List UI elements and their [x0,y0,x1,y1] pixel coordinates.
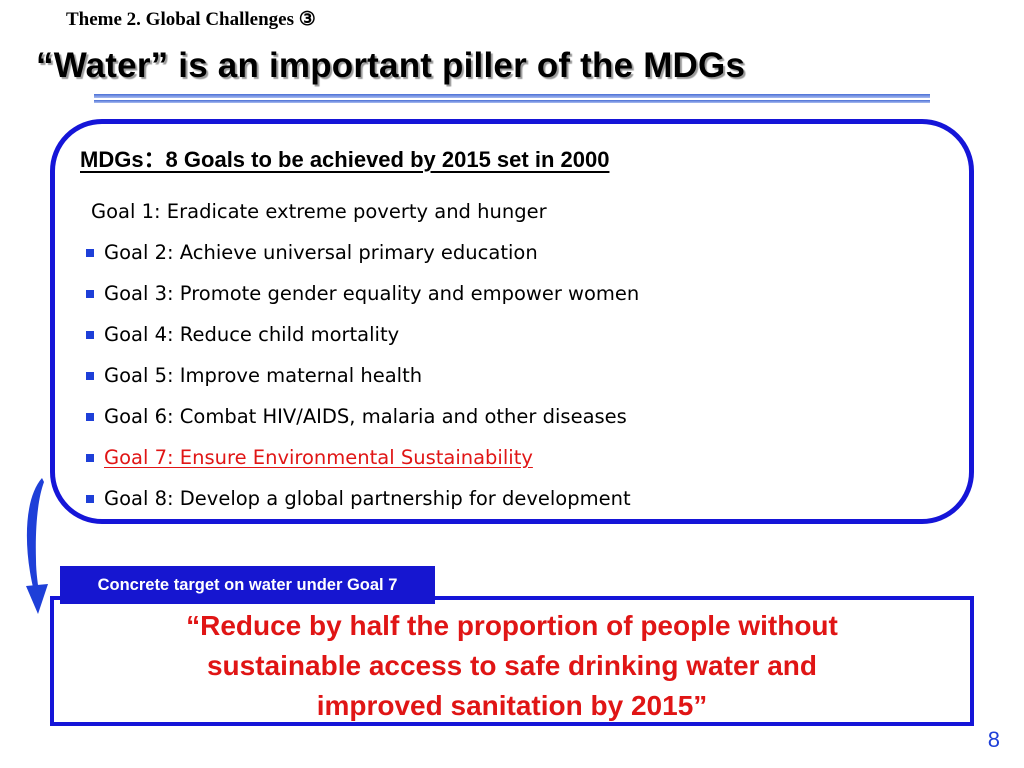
goal-text: Goal 6: Combat HIV/AIDS, malaria and oth… [104,405,627,428]
title-divider-secondary [94,100,930,103]
goal-text: Goal 7: Ensure Environmental Sustainabil… [104,446,533,469]
bullet-icon [86,412,94,421]
bullet-icon [86,248,94,257]
quote-line: “Reduce by half the proportion of people… [186,610,838,641]
bullet-icon [86,453,94,462]
water-target-box: “Reduce by half the proportion of people… [50,596,974,726]
bullet-icon [86,330,94,339]
slide-title: “Water” is an important piller of the MD… [36,46,746,85]
goal-item-7: Goal 7: Ensure Environmental Sustainabil… [86,437,639,478]
goal-item-2: Goal 2: Achieve universal primary educat… [86,232,639,273]
page-number: 8 [987,727,1000,752]
target-label-tab: Concrete target on water under Goal 7 [60,566,435,604]
bullet-icon [86,289,94,298]
bullet-icon [86,494,94,503]
goal-item-3: Goal 3: Promote gender equality and empo… [86,273,639,314]
goal-text: Goal 2: Achieve universal primary educat… [104,241,538,264]
goal-text: Goal 8: Develop a global partnership for… [104,487,631,510]
water-target-quote: “Reduce by half the proportion of people… [186,606,838,726]
goal-item-4: Goal 4: Reduce child mortality [86,314,639,355]
goal-text: Goal 4: Reduce child mortality [104,323,400,346]
goal-item-5: Goal 5: Improve maternal health [86,355,639,396]
title-divider [94,94,930,98]
goal-text: Goal 1: Eradicate extreme poverty and hu… [91,200,547,223]
quote-line: improved sanitation by 2015” [316,690,708,721]
goal-item-8: Goal 8: Develop a global partnership for… [86,478,639,519]
quote-line: sustainable access to safe drinking wate… [206,650,817,681]
goal-item-1: Goal 1: Eradicate extreme poverty and hu… [86,191,639,232]
goal-text: Goal 5: Improve maternal health [104,364,423,387]
goals-box [50,119,974,524]
theme-label: Theme 2. Global Challenges ③ [66,9,316,30]
goals-heading: MDGs：8 Goals to be achieved by 2015 set … [80,147,610,172]
goal-text: Goal 3: Promote gender equality and empo… [104,282,640,305]
bullet-icon [86,371,94,380]
goals-list: Goal 1: Eradicate extreme poverty and hu… [86,191,639,519]
goal-item-6: Goal 6: Combat HIV/AIDS, malaria and oth… [86,396,639,437]
curved-arrow-icon [26,478,48,614]
